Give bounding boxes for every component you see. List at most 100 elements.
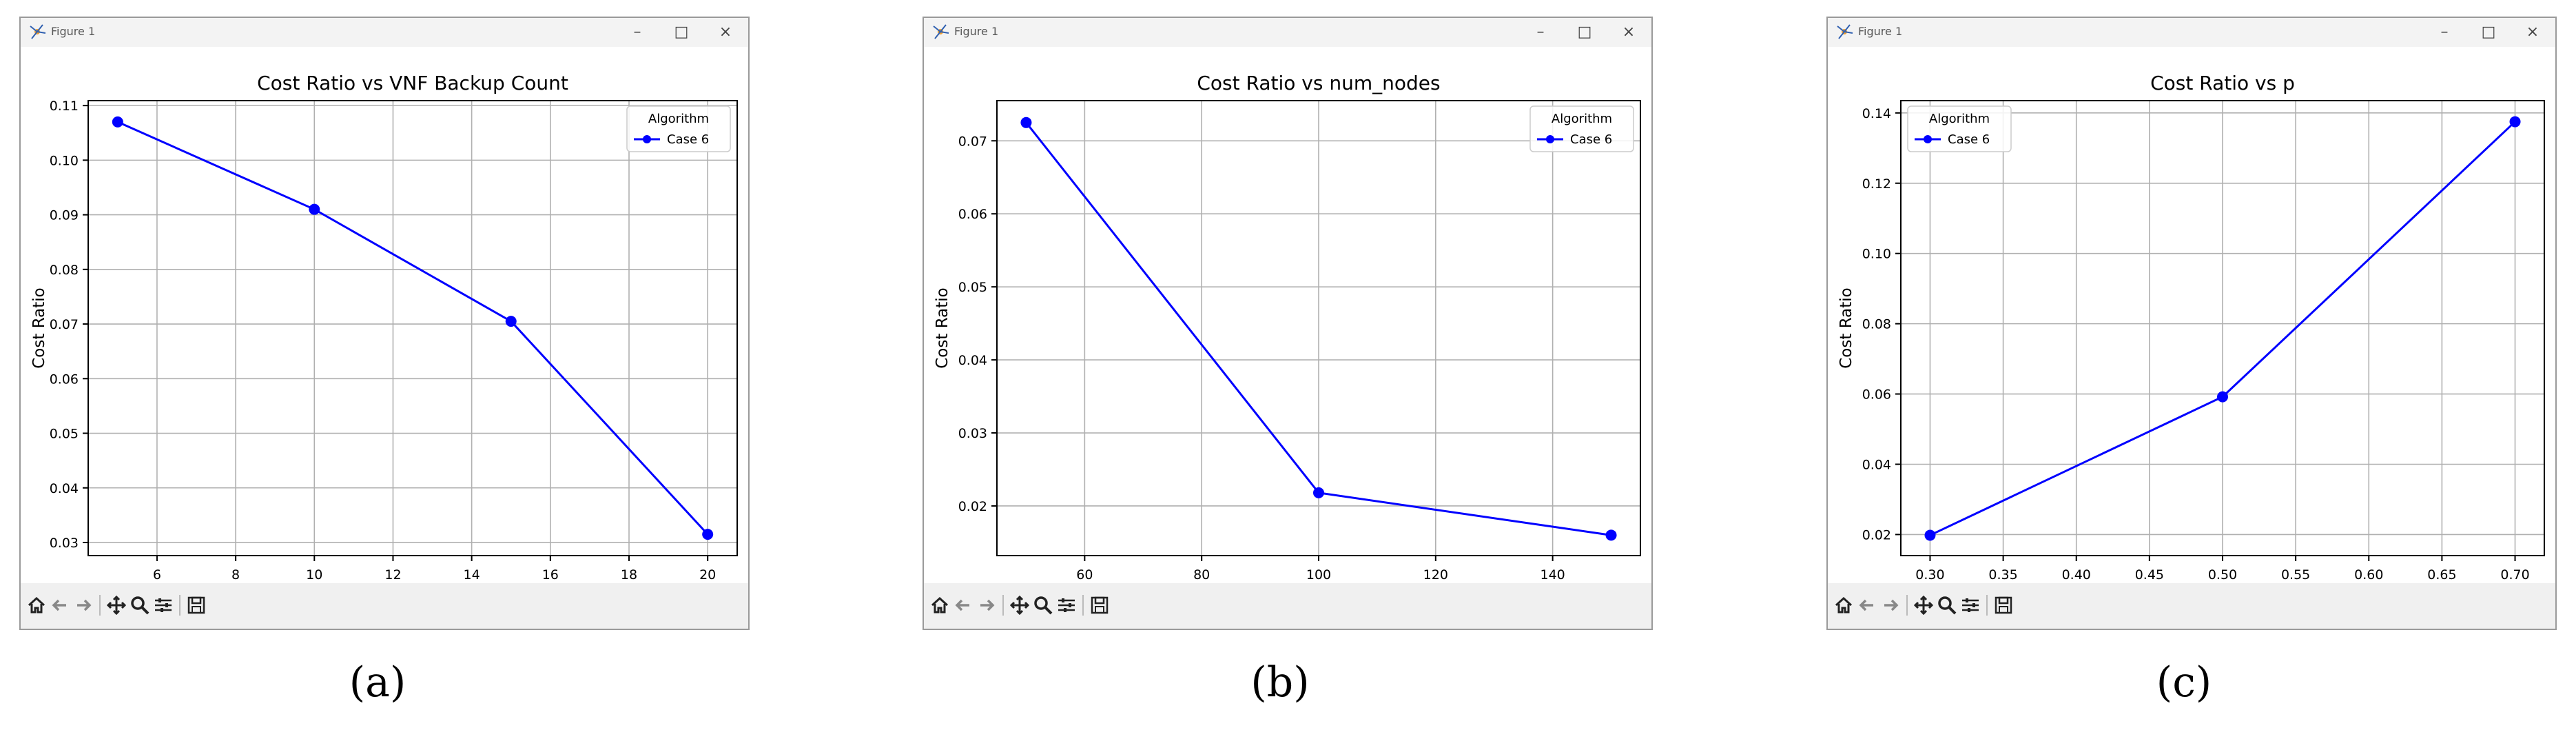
back-arrow-icon — [955, 599, 969, 611]
x-tick-label: 10 — [306, 567, 322, 582]
zoom-icon — [1938, 596, 1957, 615]
window-titlebar[interactable]: Figure 1 – □ × — [1828, 18, 2555, 47]
data-point[interactable] — [2509, 116, 2521, 128]
configure-button[interactable] — [1959, 591, 1982, 619]
configure-button[interactable] — [152, 591, 175, 619]
zoom-button[interactable] — [128, 591, 152, 619]
y-tick-label: 0.10 — [50, 153, 79, 168]
back-arrow-icon — [52, 599, 66, 611]
home-icon — [28, 596, 45, 614]
forward-arrow-button[interactable] — [975, 591, 998, 619]
x-tick-label: 14 — [464, 567, 480, 582]
forward-arrow-button[interactable] — [72, 591, 95, 619]
chart-title: Cost Ratio vs VNF Backup Count — [257, 72, 568, 94]
close-button[interactable]: × — [2526, 23, 2539, 41]
back-arrow-button[interactable] — [951, 591, 975, 619]
x-tick-label: 60 — [1076, 567, 1093, 582]
x-tick-label: 0.50 — [2208, 567, 2237, 582]
home-button[interactable] — [25, 591, 48, 619]
pan-icon — [1913, 595, 1934, 616]
minimize-button[interactable]: – — [633, 23, 641, 41]
y-tick-label: 0.14 — [1862, 106, 1891, 121]
y-tick-label: 0.03 — [50, 536, 79, 551]
data-point[interactable] — [702, 529, 714, 540]
window-title: Figure 1 — [954, 25, 999, 38]
pan-icon — [106, 595, 127, 616]
caption-b: (b) — [1250, 658, 1310, 707]
forward-arrow-icon — [980, 599, 995, 611]
pan-button[interactable] — [105, 591, 128, 619]
legend-point-marker — [1546, 135, 1554, 143]
x-tick-label: 18 — [621, 567, 637, 582]
zoom-button[interactable] — [1935, 591, 1959, 619]
save-button[interactable] — [1088, 591, 1111, 619]
navigation-toolbar — [21, 583, 748, 629]
zoom-button[interactable] — [1031, 591, 1055, 619]
y-axis-label: Cost Ratio — [934, 287, 951, 369]
window-titlebar[interactable]: Figure 1 – □ × — [21, 18, 748, 47]
data-point[interactable] — [1313, 487, 1324, 498]
caption-c: (c) — [2156, 658, 2212, 707]
legend-entry-label: Case 6 — [667, 132, 709, 147]
maximize-button[interactable]: □ — [2481, 23, 2496, 41]
data-point[interactable] — [309, 203, 320, 215]
y-tick-label: 0.06 — [1862, 387, 1891, 403]
back-arrow-button[interactable] — [1855, 591, 1879, 619]
legend-entry-label: Case 6 — [1948, 132, 1990, 147]
back-arrow-icon — [1859, 599, 1873, 611]
data-point[interactable] — [505, 316, 517, 327]
caption-a: (a) — [349, 658, 406, 707]
y-tick-label: 0.06 — [50, 372, 79, 387]
chart-title: Cost Ratio vs num_nodes — [1197, 72, 1440, 94]
minimize-button[interactable]: – — [1536, 23, 1545, 41]
legend-title: Algorithm — [1929, 112, 1990, 126]
forward-arrow-button[interactable] — [1879, 591, 1902, 619]
y-tick-label: 0.02 — [958, 499, 987, 514]
y-tick-label: 0.07 — [958, 134, 987, 149]
pan-button[interactable] — [1008, 591, 1031, 619]
y-tick-label: 0.04 — [1862, 457, 1891, 472]
close-button[interactable]: × — [719, 23, 732, 41]
legend-title: Algorithm — [1552, 112, 1612, 126]
data-point[interactable] — [1020, 116, 1032, 128]
window-titlebar[interactable]: Figure 1 – □ × — [924, 18, 1651, 47]
y-tick-label: 0.04 — [50, 481, 79, 496]
legend: Algorithm Case 6 — [1907, 105, 2012, 152]
x-tick-label: 0.45 — [2135, 567, 2164, 582]
data-point[interactable] — [112, 116, 123, 128]
legend-point-marker — [643, 135, 651, 143]
maximize-button[interactable]: □ — [674, 23, 689, 41]
chart-c[interactable]: 0.30 0.35 0.40 0.45 0.50 0.55 0.60 0.65 0.70 0.02… — [1828, 47, 2555, 585]
home-icon — [1835, 596, 1853, 614]
home-button[interactable] — [928, 591, 951, 619]
data-point[interactable] — [1924, 529, 1936, 541]
x-tick-label: 16 — [542, 567, 559, 582]
pan-icon — [1009, 595, 1030, 616]
legend-title: Algorithm — [648, 112, 709, 126]
save-icon — [1995, 596, 2012, 614]
y-tick-label: 0.05 — [958, 280, 987, 295]
data-point[interactable] — [2217, 391, 2228, 403]
matplotlib-icon — [933, 24, 949, 39]
data-point[interactable] — [1605, 529, 1617, 541]
save-icon — [187, 596, 205, 614]
save-button[interactable] — [1992, 591, 2015, 619]
configure-button[interactable] — [1055, 591, 1078, 619]
figure-window-b: Figure 1 – □ × 60 80 100 120 140 0.02 0.03 0.04… — [923, 17, 1653, 630]
y-tick-label: 0.10 — [1862, 247, 1891, 262]
y-tick-label: 0.11 — [50, 99, 79, 114]
maximize-button[interactable]: □ — [1577, 23, 1592, 41]
x-tick-label: 12 — [384, 567, 401, 582]
configure-icon — [155, 598, 172, 612]
configure-icon — [1962, 598, 1979, 612]
save-button[interactable] — [185, 591, 208, 619]
pan-button[interactable] — [1912, 591, 1935, 619]
axes-frame — [87, 100, 738, 556]
home-button[interactable] — [1832, 591, 1855, 619]
close-button[interactable]: × — [1622, 23, 1636, 41]
back-arrow-button[interactable] — [48, 591, 72, 619]
x-tick-label: 0.40 — [2062, 567, 2091, 582]
chart-a[interactable]: 6 8 10 12 14 16 18 20 0.03 0.04 0.05 0.06 0.07 0.08 0.… — [21, 47, 748, 585]
minimize-button[interactable]: – — [2440, 23, 2449, 41]
chart-b[interactable]: 60 80 100 120 140 0.02 0.03 0.04 0.05 0.06 0.07 Cos… — [924, 47, 1651, 585]
